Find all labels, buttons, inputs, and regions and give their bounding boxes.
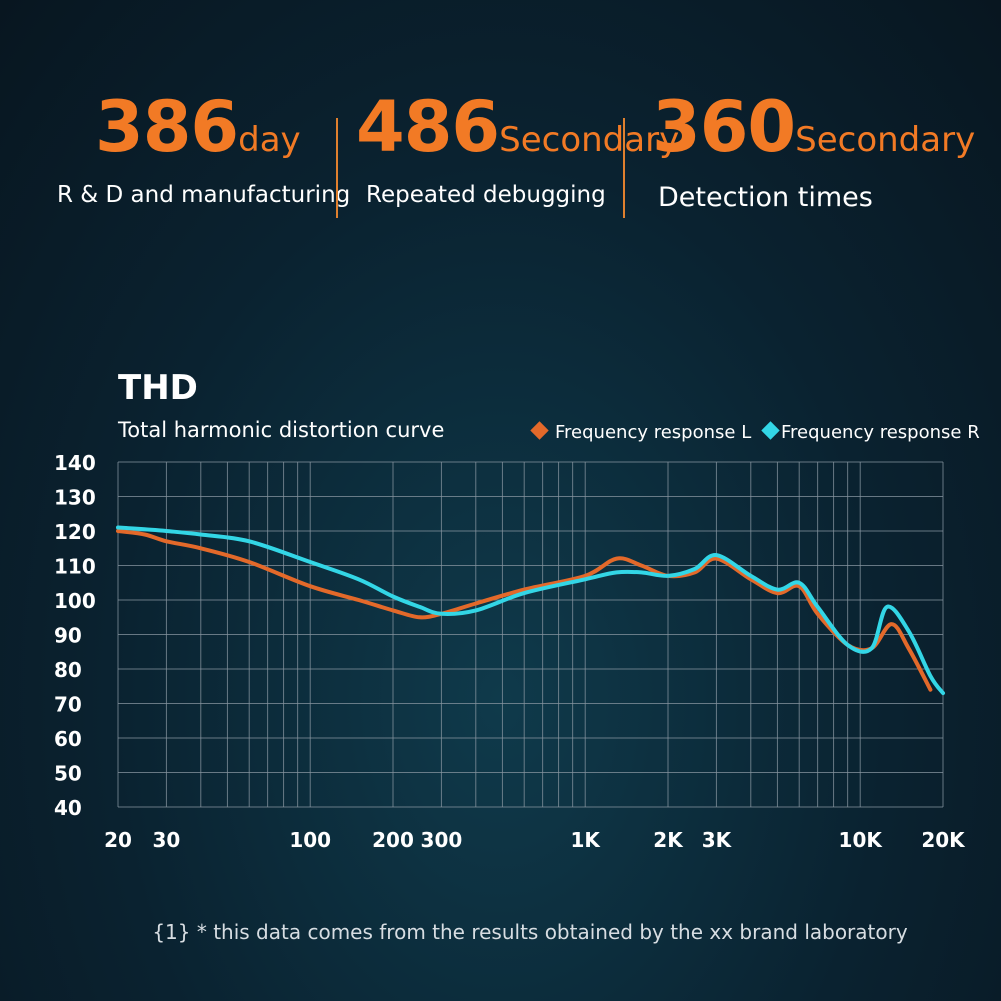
x-tick-label: 1K <box>571 828 602 852</box>
stat-unit: day <box>238 120 301 160</box>
y-tick-label: 80 <box>54 658 82 682</box>
series-line-r <box>116 525 945 696</box>
stat-rd-days: 386day R & D and manufacturing <box>57 86 350 208</box>
y-tick-label: 100 <box>54 589 96 613</box>
y-tick-label: 110 <box>54 555 96 579</box>
chart-subtitle: Total harmonic distortion curve <box>118 418 445 442</box>
y-tick-label: 140 <box>54 451 96 475</box>
chart-title: THD <box>118 368 198 408</box>
legend-item-r: Frequency response R <box>761 421 980 443</box>
y-tick-label: 60 <box>54 727 82 751</box>
x-tick-label: 200 <box>372 828 414 852</box>
x-tick-label: 10K <box>839 828 884 852</box>
stat-caption: Detection times <box>658 182 873 213</box>
stat-caption: Repeated debugging <box>366 182 606 208</box>
x-tick-label: 3K <box>702 828 733 852</box>
divider <box>336 118 338 218</box>
y-tick-label: 130 <box>54 486 96 510</box>
stat-debugging: 486Secondary Repeated debugging <box>356 92 679 208</box>
x-tick-label: 2K <box>653 828 684 852</box>
legend-item-l: Frequency response L <box>530 421 752 443</box>
y-tick-label: 70 <box>54 693 82 717</box>
y-tick-label: 120 <box>54 520 96 544</box>
stat-unit: Secondary <box>795 120 976 160</box>
stat-value: 486Secondary <box>356 86 680 168</box>
legend-label: Frequency response L <box>555 422 752 443</box>
x-tick-label: 30 <box>153 828 181 852</box>
stat-value: 386day <box>95 86 301 168</box>
legend-label: Frequency response R <box>781 422 980 443</box>
y-tick-label: 40 <box>54 796 82 820</box>
x-tick-label: 100 <box>289 828 331 852</box>
stat-value: 360Secondary <box>652 86 976 168</box>
stat-unit: Secondary <box>499 120 680 160</box>
divider <box>623 118 625 218</box>
x-tick-label: 20K <box>921 828 966 852</box>
y-tick-label: 90 <box>54 624 82 648</box>
stat-caption: R & D and manufacturing <box>57 182 351 208</box>
y-tick-label: 50 <box>54 762 82 786</box>
footnote: {1} * this data comes from the results o… <box>152 920 908 944</box>
x-tick-label: 20 <box>104 828 132 852</box>
x-tick-label: 300 <box>421 828 463 852</box>
stat-detection: 360Secondary Detection times <box>652 92 975 213</box>
